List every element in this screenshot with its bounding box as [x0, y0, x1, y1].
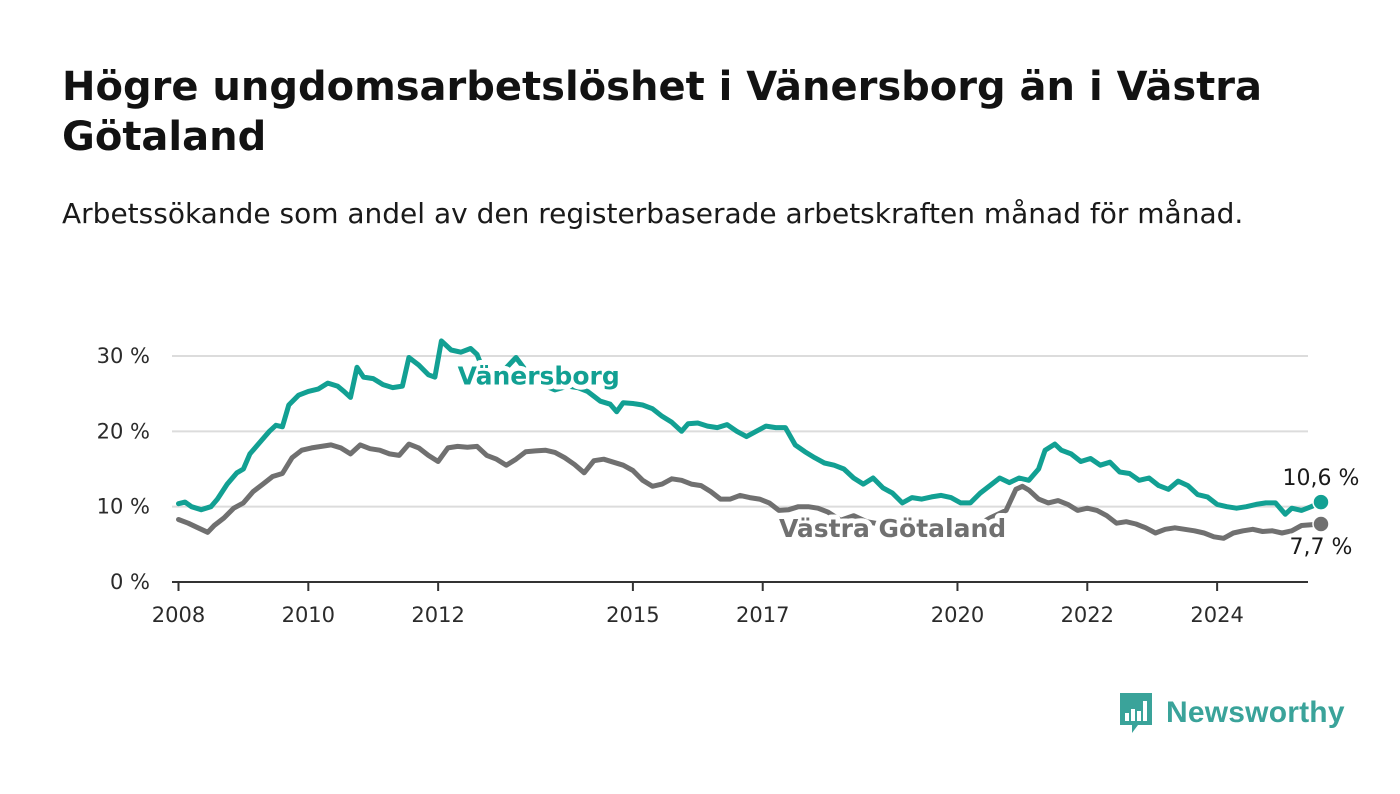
x-tick-label: 2008 [152, 603, 205, 627]
series-name-halo: Västra Götaland [779, 514, 1006, 543]
x-tick-label: 2012 [411, 603, 464, 627]
chart-subtitle: Arbetssökande som andel av den registerb… [62, 197, 1244, 230]
series-end-value-label: 10,6 % [1283, 466, 1360, 491]
y-tick-label: 30 % [97, 344, 150, 368]
y-tick-label: 10 % [97, 495, 150, 519]
end-label-halo: 7,7 % [1290, 535, 1353, 560]
series-end-marker [1312, 515, 1330, 533]
y-tick-label: 0 % [110, 570, 150, 594]
axes: 0 % 10 % 20 % 30 % 2008 2010 2012 2015 2017 2020 2… [97, 344, 1308, 627]
bar-chart-speech-bubble-icon [1120, 693, 1152, 733]
x-tick-label: 2020 [931, 603, 984, 627]
x-tick-label: 2024 [1190, 603, 1243, 627]
series-name-label: Västra Götaland [779, 514, 1006, 543]
newsworthy-logo: Newsworthy [1118, 690, 1345, 736]
series-name-halo: Vänersborg [458, 362, 620, 391]
logo-text: Newsworthy [1166, 696, 1345, 729]
series-line-0 [176, 338, 1324, 517]
series-line-1 [176, 441, 1324, 541]
series-end-marker [1312, 493, 1330, 511]
x-tick-label: 2017 [736, 603, 789, 627]
series-end-value-label: 7,7 % [1290, 535, 1353, 560]
series-lines [176, 338, 1324, 541]
y-tick-label: 20 % [97, 419, 150, 443]
x-tick-label: 2022 [1061, 603, 1114, 627]
series-name-label: Vänersborg [458, 362, 620, 391]
x-tick-label: 2010 [282, 603, 335, 627]
chart-title: Högre ungdomsarbetslöshet i Vänersborg ä… [62, 64, 1262, 160]
x-tick-label: 2015 [606, 603, 659, 627]
end-label-halo: 10,6 % [1283, 466, 1360, 491]
